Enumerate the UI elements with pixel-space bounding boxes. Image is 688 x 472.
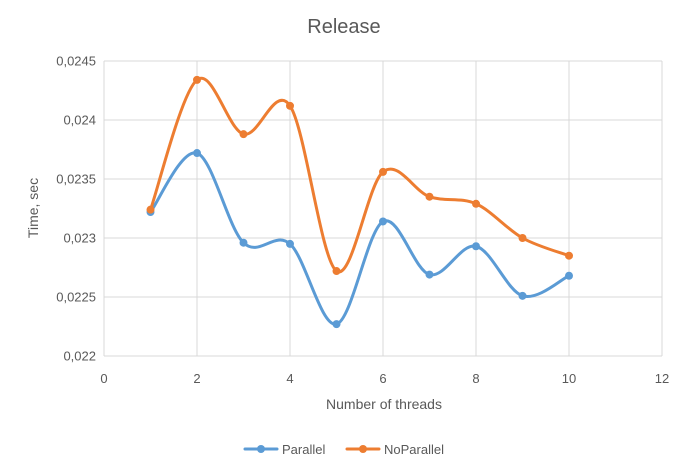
data-point-parallel — [565, 271, 573, 280]
data-point-parallel — [332, 320, 341, 329]
data-point-parallel — [193, 149, 201, 158]
tick-labels: 0,022 0,0225 0,023 0,0235 0,024 0,0245 0 2 4 6 8 10… — [56, 54, 669, 387]
legend-label-parallel: Parallel — [282, 442, 325, 457]
y-tick-label: 0,0225 — [56, 290, 96, 305]
data-point-noparallel — [518, 234, 527, 242]
x-tick-label: 12 — [655, 371, 669, 386]
data-point-parallel — [425, 270, 434, 279]
data-point-parallel — [379, 217, 387, 226]
y-tick-label: 0,022 — [63, 349, 96, 364]
x-tick-label: 4 — [286, 371, 293, 386]
data-point-noparallel — [146, 205, 155, 214]
series-parallel — [146, 149, 573, 329]
x-tick-label: 6 — [379, 371, 386, 386]
data-point-noparallel — [286, 101, 294, 110]
x-tick-label: 0 — [100, 371, 107, 386]
chart-title: Release — [307, 16, 380, 38]
data-point-parallel — [239, 238, 248, 247]
y-tick-label: 0,023 — [63, 231, 96, 246]
data-point-noparallel — [425, 192, 434, 201]
data-point-noparallel — [472, 199, 480, 208]
legend-label-noparallel: NoParallel — [384, 442, 444, 457]
x-tick-label: 10 — [562, 371, 576, 386]
series-group — [146, 75, 573, 329]
data-point-parallel — [518, 291, 527, 300]
series-noparallel — [146, 75, 573, 276]
legend: Parallel NoParallel — [243, 442, 444, 457]
legend-marker-parallel — [257, 445, 265, 453]
data-point-parallel — [472, 242, 480, 251]
gridlines — [103, 60, 663, 357]
x-tick-label: 8 — [472, 371, 479, 386]
legend-marker-noparallel — [359, 445, 367, 453]
y-tick-label: 0,024 — [63, 113, 96, 128]
y-tick-label: 0,0245 — [56, 54, 96, 69]
series-line-parallel — [149, 151, 571, 326]
data-point-noparallel — [379, 167, 387, 176]
x-axis-title: Number of threads — [326, 396, 442, 412]
y-tick-label: 0,0235 — [56, 172, 96, 187]
data-point-noparallel — [332, 267, 341, 276]
data-point-noparallel — [239, 130, 248, 139]
data-point-parallel — [286, 239, 294, 248]
data-point-noparallel — [193, 75, 201, 84]
x-tick-label: 2 — [193, 371, 200, 386]
data-point-noparallel — [565, 251, 573, 260]
y-axis-title: Time, sec — [25, 178, 41, 238]
